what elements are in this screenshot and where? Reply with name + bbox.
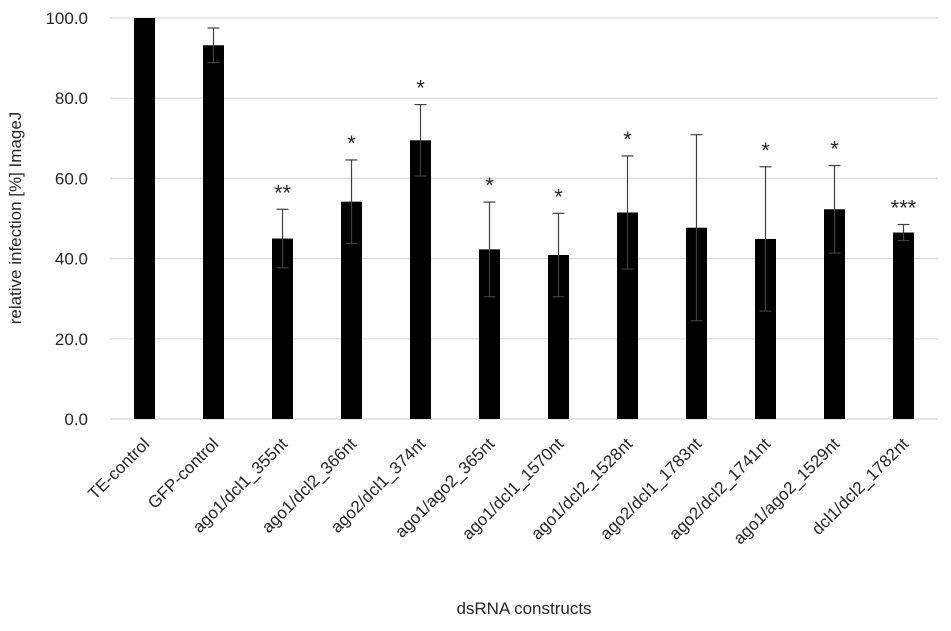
- y-tick-label: 60.0: [55, 169, 88, 188]
- significance-marker: *: [485, 173, 494, 198]
- bar: [341, 201, 362, 419]
- bar: [824, 209, 845, 419]
- bar: [548, 254, 569, 419]
- error-bar: [414, 104, 427, 177]
- bar: [134, 18, 155, 419]
- error-bar: [759, 166, 772, 312]
- error-bar: [345, 159, 358, 244]
- significance-marker: *: [416, 76, 425, 101]
- y-tick-label: 100.0: [45, 9, 88, 28]
- significance-marker: *: [554, 184, 563, 209]
- error-bar: [207, 27, 220, 64]
- error-bar: [552, 212, 565, 298]
- error-bars: [207, 27, 910, 322]
- x-tick-label: TE-control: [84, 434, 153, 503]
- bar: [755, 238, 776, 419]
- bars: [134, 18, 914, 419]
- error-bar: [897, 223, 910, 242]
- significance-marker: ***: [891, 196, 917, 221]
- gridlines: [110, 17, 938, 420]
- significance-marker: *: [623, 127, 632, 152]
- error-bar: [276, 208, 289, 269]
- y-tick-label: 80.0: [55, 89, 88, 108]
- significance-marker: *: [347, 131, 356, 156]
- bar: [617, 212, 638, 419]
- error-bar: [690, 134, 703, 322]
- y-tick-label: 20.0: [55, 330, 88, 349]
- bar: [479, 249, 500, 419]
- bar: [410, 140, 431, 419]
- bar: [272, 238, 293, 419]
- bar: [686, 227, 707, 419]
- significance-marker: **: [274, 180, 292, 205]
- significance-markers: ***** ** * ****: [274, 76, 917, 221]
- x-axis-labels: TE-controlGFP-controlago1/dcl1_355ntago1…: [84, 434, 912, 548]
- y-axis-title: relative infection [%] ImageJ: [6, 112, 25, 325]
- x-axis-title: dsRNA constructs: [456, 599, 591, 618]
- bar: [203, 45, 224, 419]
- error-bar: [828, 164, 841, 254]
- y-tick-label: 0.0: [64, 410, 88, 429]
- bar: [893, 232, 914, 419]
- significance-marker: *: [761, 138, 770, 163]
- y-axis-ticks: 0.0 20.0 40.0 60.0 80.0 100.0: [45, 9, 88, 429]
- error-bar: [483, 201, 496, 298]
- error-bar: [621, 155, 634, 270]
- significance-marker: *: [830, 137, 839, 162]
- y-tick-label: 40.0: [55, 250, 88, 269]
